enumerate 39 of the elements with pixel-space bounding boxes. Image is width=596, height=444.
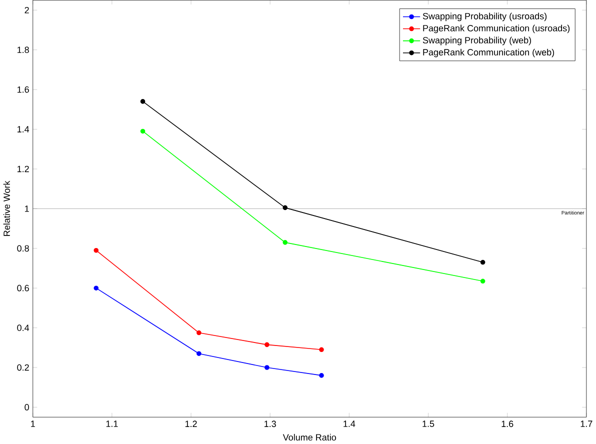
point bbox=[94, 248, 99, 253]
x-tick-label: 1 bbox=[31, 420, 35, 427]
y-tick-label: 1.8 bbox=[18, 46, 29, 54]
y-tick-label: 2 bbox=[24, 7, 29, 14]
legend-label: Swapping Probability (usroads) bbox=[422, 12, 547, 22]
x-tick-label: 1.5 bbox=[422, 420, 434, 428]
y-tick-label: 1 bbox=[25, 206, 29, 212]
point bbox=[94, 286, 99, 291]
point bbox=[282, 205, 288, 210]
x-tick-label: 1.7 bbox=[580, 420, 592, 427]
point bbox=[196, 351, 202, 356]
y-tick-label: 0.6 bbox=[17, 284, 29, 292]
x-tick-label: 1.3 bbox=[264, 420, 276, 428]
point bbox=[140, 99, 146, 104]
x-tick-label: 1.4 bbox=[344, 420, 356, 427]
point bbox=[480, 278, 486, 284]
x-tick-label: 1.2 bbox=[185, 420, 197, 428]
point bbox=[282, 240, 288, 245]
y-axis-title: Relative Work bbox=[3, 180, 10, 236]
point bbox=[140, 128, 146, 134]
legend-label: PageRank Communication (usroads) bbox=[423, 24, 570, 34]
legend-label: PageRank Communication (web) bbox=[423, 48, 554, 58]
point bbox=[319, 347, 324, 352]
y-tick-label: 1.2 bbox=[18, 166, 29, 172]
x-tick-label: 1.1 bbox=[106, 420, 118, 427]
point bbox=[264, 342, 270, 348]
y-tick-label: 1.6 bbox=[18, 86, 29, 93]
y-tick-label: 0 bbox=[24, 404, 29, 410]
point bbox=[480, 260, 486, 265]
y-tick-label: 0.8 bbox=[17, 245, 29, 252]
y-tick-label: 0.4 bbox=[17, 324, 30, 332]
x-axis-title: Volume Ratio bbox=[282, 434, 336, 441]
point bbox=[196, 330, 202, 336]
point bbox=[264, 365, 270, 370]
x-tick-label: 1.6 bbox=[502, 420, 514, 428]
y-tick-label: 1.4 bbox=[18, 126, 30, 132]
legend-label: Swapping Probability (web) bbox=[422, 36, 532, 46]
y-tick-label: 0.2 bbox=[17, 364, 29, 371]
point bbox=[319, 373, 324, 378]
